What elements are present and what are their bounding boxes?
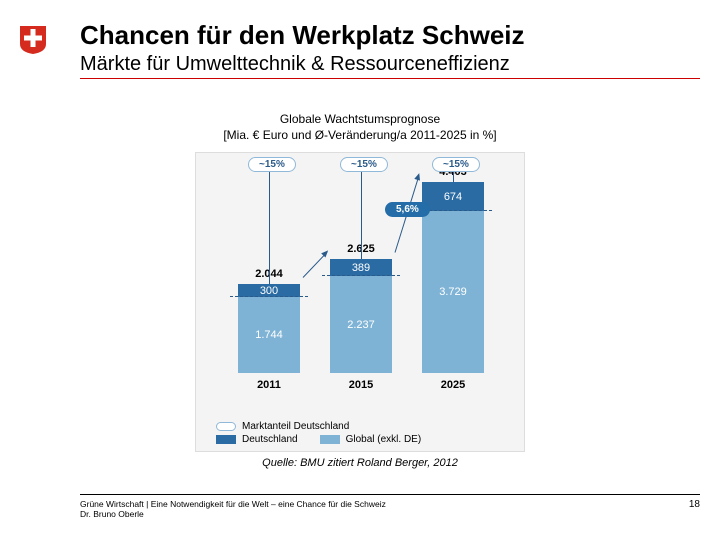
chart-plot: 1.7443002.044~15%20112.2373892.625~15%20… — [216, 161, 504, 393]
footer: Grüne Wirtschaft | Eine Notwendigkeit fü… — [80, 494, 700, 520]
bar-segment-global: 1.744 — [238, 297, 300, 373]
bar-year-label: 2011 — [238, 379, 300, 391]
chart-source: Quelle: BMU zitiert Roland Berger, 2012 — [0, 457, 720, 469]
bar-segment-global: 3.729 — [422, 211, 484, 373]
bubble-connector — [361, 172, 362, 259]
legend-swatch-marktanteil — [216, 422, 236, 431]
page-title: Chancen für den Werkplatz Schweiz — [80, 20, 700, 51]
legend-label-global: Global (exkl. DE) — [346, 434, 422, 445]
chart-title: Globale Wachtstumsprognose [Mia. € Euro … — [0, 112, 720, 143]
growth-percent-bubble: 5,6% — [385, 202, 430, 217]
footer-text: Grüne Wirtschaft | Eine Notwendigkeit fü… — [80, 499, 386, 520]
bar-year-label: 2025 — [422, 379, 484, 391]
chart-area: 1.7443002.044~15%20112.2373892.625~15%20… — [195, 152, 525, 452]
marker-line — [322, 275, 400, 276]
legend-swatch-global — [320, 435, 340, 444]
bar-segment-de: 674 — [422, 182, 484, 211]
header: Chancen für den Werkplatz Schweiz Märkte… — [80, 20, 700, 79]
legend-swatch-de — [216, 435, 236, 444]
percent-bubble-de: ~15% — [432, 157, 480, 172]
percent-bubble-de: ~15% — [340, 157, 388, 172]
swiss-shield-icon — [18, 24, 48, 54]
legend-label-marktanteil: Marktanteil Deutschland — [242, 421, 349, 432]
bubble-connector — [269, 172, 270, 284]
marker-line — [230, 296, 308, 297]
page-number: 18 — [689, 499, 700, 510]
chart-legend: Marktanteil Deutschland Deutschland Glob… — [216, 419, 504, 445]
percent-bubble-de: ~15% — [248, 157, 296, 172]
bar-year-label: 2015 — [330, 379, 392, 391]
page-subtitle: Märkte für Umwelttechnik & Ressourceneff… — [80, 53, 700, 79]
legend-label-de: Deutschland — [242, 434, 298, 445]
bar-segment-global: 2.237 — [330, 276, 392, 373]
bar-segment-de: 389 — [330, 259, 392, 276]
bubble-connector — [453, 172, 454, 182]
